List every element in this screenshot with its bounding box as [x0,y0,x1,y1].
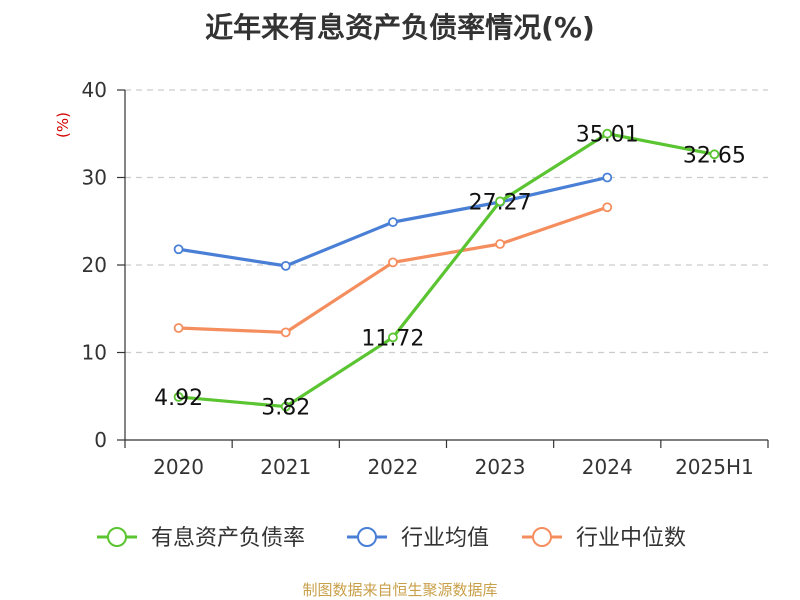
x-tick-labels: 2020 2021 2022 2023 2024 2025H1 [153,455,754,479]
data-point [280,260,291,271]
data-point [709,149,720,160]
data-point [173,244,184,255]
y-axis-label: (%) [54,112,72,138]
data-point [280,327,291,338]
data-point [602,172,613,183]
data-point [173,392,184,402]
x-tick-label: 2025H1 [675,455,754,479]
x-tick-label: 2021 [260,455,311,479]
y-tick-label: 10 [82,341,107,365]
y-tick-label: 0 [94,428,107,452]
data-point [602,202,613,213]
legend-marker [357,527,377,547]
x-tick-label: 2020 [153,455,204,479]
legend-label: 行业均值 [401,526,489,551]
y-tick-label: 40 [82,78,107,102]
legend-marker [532,527,552,547]
source-note: 制图数据来自恒生聚源数据库 [302,581,498,599]
series-lines [173,128,720,412]
legend-label: 有息资产负债率 [151,526,305,551]
series-line [176,132,717,409]
data-point [388,257,398,268]
data-point [388,332,398,343]
y-tick-label: 30 [82,166,107,190]
chart-title: 近年来有息资产负债率情况(%) [205,11,595,44]
data-point [388,217,398,228]
x-tick-label: 2022 [367,455,418,479]
data-point [280,401,291,412]
data-point [602,128,613,139]
data-point [173,323,184,333]
legend-label: 行业中位数 [576,526,686,551]
data-label: 3.82 [261,396,310,421]
grid-lines [117,89,768,441]
axes [124,90,769,448]
legend: 有息资产负债率 行业均值 行业中位数 [97,526,686,551]
x-tick-label: 2023 [475,455,526,479]
x-tick-label: 2024 [582,455,633,479]
data-label: 32.65 [683,143,746,168]
data-label: 4.92 [154,386,203,411]
data-point [495,239,505,249]
legend-marker [107,527,127,547]
data-label: 35.01 [576,123,639,148]
data-point [495,196,505,207]
data-labels: 4.92 3.82 11.72 27.27 35.01 32.65 [154,123,746,421]
data-label: 11.72 [361,326,424,351]
data-label: 27.27 [469,190,532,215]
y-tick-label: 20 [82,253,107,277]
y-tick-labels: 0 10 20 30 40 [82,78,107,452]
